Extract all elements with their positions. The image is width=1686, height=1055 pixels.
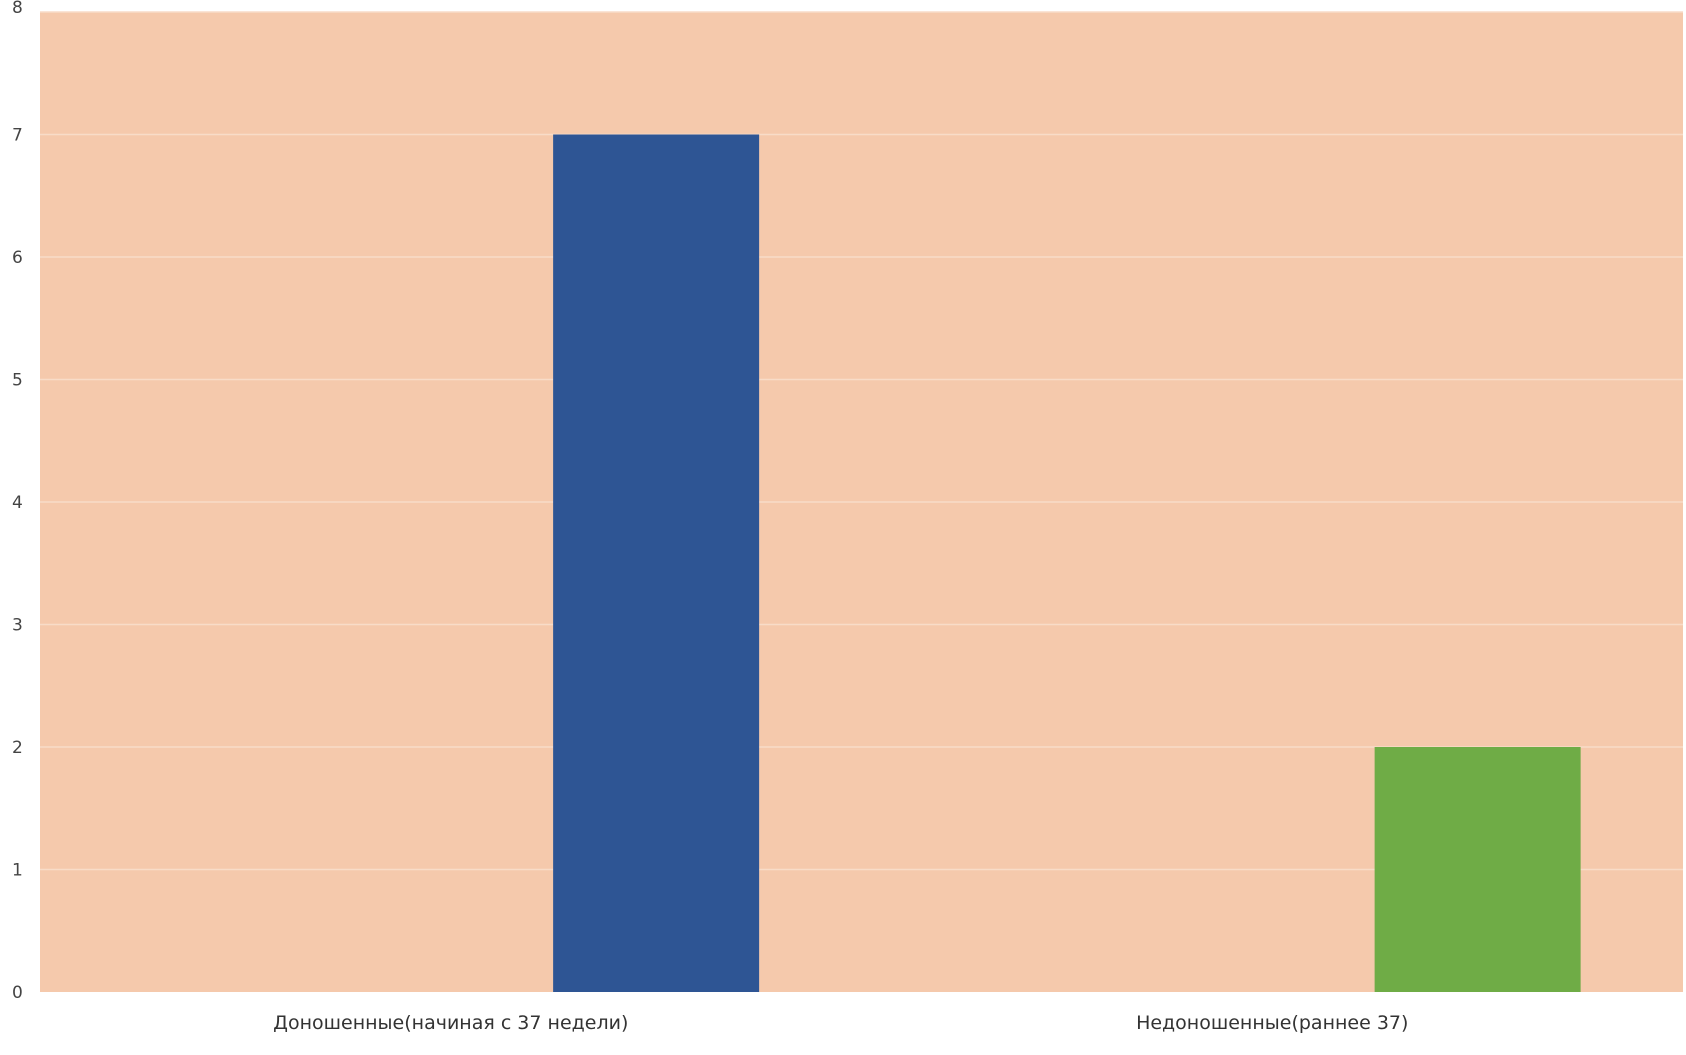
y-tick-label: 8 <box>12 0 23 18</box>
gridlines <box>40 11 1683 871</box>
y-tick-label: 6 <box>12 248 23 268</box>
bar <box>553 134 760 992</box>
x-category-label: Доношенные(начиная с 37 недели) <box>273 1012 628 1034</box>
bar <box>1374 747 1581 992</box>
y-tick-label: 3 <box>12 616 23 636</box>
y-tick-label: 1 <box>12 861 23 881</box>
y-tick-label: 7 <box>12 126 23 146</box>
x-category-label: Недоношенные(раннее 37) <box>1136 1012 1408 1034</box>
y-tick-label: 0 <box>12 983 23 1003</box>
y-tick-label: 2 <box>12 738 23 758</box>
bars <box>553 134 1581 992</box>
y-tick-label: 5 <box>12 371 23 391</box>
x-axis-labels: Доношенные(начиная с 37 недели) Недоношен… <box>273 1012 1408 1034</box>
y-axis-ticks: 0 1 2 3 4 5 6 7 8 <box>12 0 23 1003</box>
y-tick-label: 4 <box>12 493 23 513</box>
